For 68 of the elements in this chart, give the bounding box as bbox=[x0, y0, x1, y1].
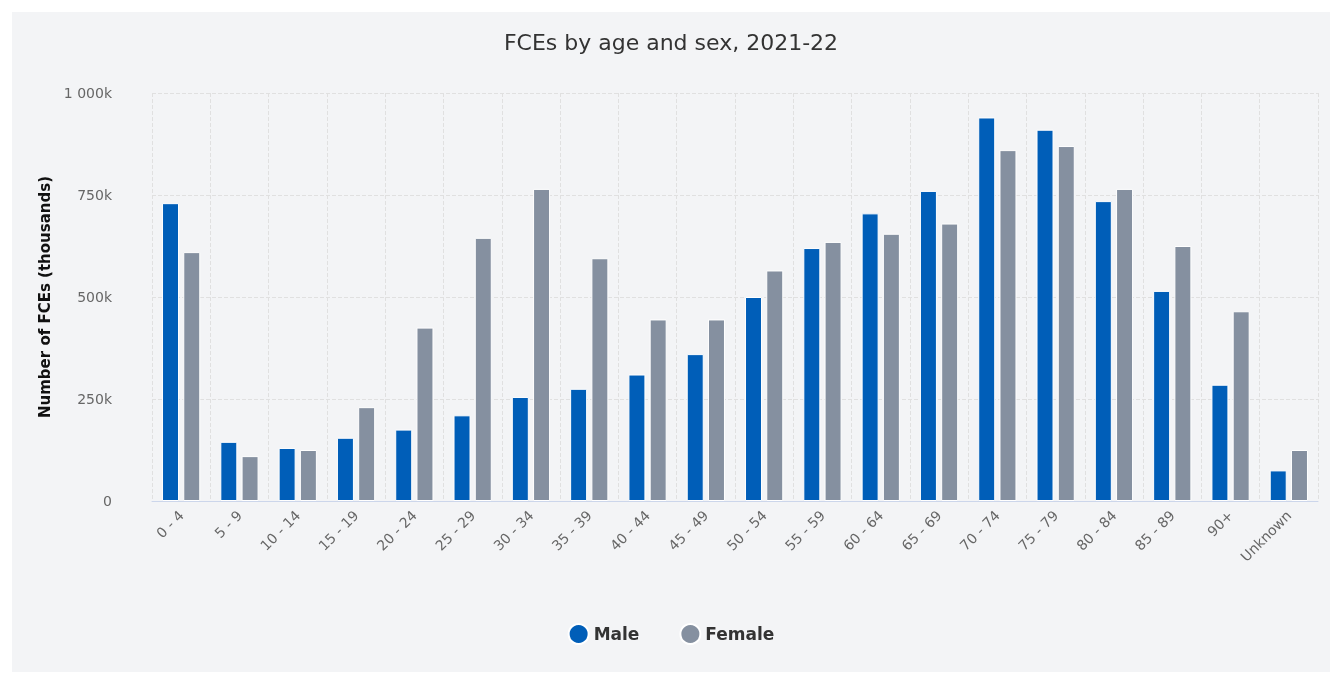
bar bbox=[628, 374, 646, 501]
bar bbox=[1232, 311, 1250, 501]
bar bbox=[1174, 246, 1192, 501]
bar bbox=[299, 450, 317, 501]
legend-label: Male bbox=[593, 624, 640, 644]
chart-title: FCEs by age and sex, 2021-22 bbox=[503, 29, 839, 55]
bar bbox=[416, 327, 434, 501]
bar bbox=[1036, 129, 1054, 501]
y-tick-label: 500k bbox=[77, 289, 113, 305]
y-axis-title: Number of FCEs (thousands) bbox=[36, 175, 55, 419]
bar bbox=[336, 437, 354, 501]
bar bbox=[824, 241, 842, 501]
y-tick-label: 1 000k bbox=[63, 85, 113, 101]
bar bbox=[570, 388, 588, 501]
bar bbox=[511, 396, 529, 501]
x-tick-label: 20 - 24 bbox=[373, 507, 421, 554]
x-tick-label: 45 - 49 bbox=[665, 507, 712, 554]
bar bbox=[474, 237, 492, 501]
bar bbox=[183, 252, 201, 501]
x-tick-label: 0 - 4 bbox=[153, 507, 187, 542]
x-tick-label: 55 - 59 bbox=[781, 507, 829, 554]
bar bbox=[241, 456, 259, 501]
bar bbox=[278, 447, 296, 501]
bar bbox=[1153, 290, 1171, 501]
x-tick-label: 35 - 39 bbox=[548, 507, 595, 554]
x-tick-label: 5 - 9 bbox=[211, 507, 246, 542]
bar bbox=[533, 188, 551, 501]
x-tick-label: 40 - 44 bbox=[606, 507, 654, 554]
x-tick-label: 85 - 89 bbox=[1131, 507, 1178, 554]
bar bbox=[162, 203, 180, 501]
bar bbox=[649, 319, 667, 501]
x-tick-label: 25 - 29 bbox=[431, 507, 479, 554]
x-tick-label: 65 - 69 bbox=[898, 507, 945, 554]
bar bbox=[591, 258, 609, 501]
bar bbox=[882, 233, 900, 501]
y-tick-label: 750k bbox=[77, 187, 113, 203]
bar bbox=[686, 354, 704, 501]
bar bbox=[1116, 188, 1134, 501]
bar bbox=[919, 190, 937, 501]
x-tick-label: 10 - 14 bbox=[257, 507, 304, 554]
y-tick-label: 250k bbox=[77, 391, 113, 407]
bar bbox=[453, 415, 471, 501]
y-tick-label: 0 bbox=[103, 493, 112, 509]
x-tick-label: 15 - 19 bbox=[315, 507, 362, 554]
bar bbox=[1094, 201, 1112, 501]
x-tick-label: 90+ bbox=[1204, 507, 1237, 540]
bar bbox=[766, 270, 784, 501]
bar bbox=[1269, 470, 1287, 501]
bar bbox=[941, 223, 959, 501]
x-tick-label: 80 - 84 bbox=[1073, 507, 1120, 554]
legend-label: Female bbox=[705, 624, 775, 644]
bar bbox=[707, 319, 725, 501]
x-tick-label: 60 - 64 bbox=[840, 507, 887, 554]
bar bbox=[1211, 384, 1229, 501]
bar bbox=[745, 297, 763, 501]
bar bbox=[978, 117, 996, 501]
x-tick-label: 30 - 34 bbox=[490, 507, 537, 554]
bar bbox=[861, 213, 879, 501]
x-tick-label: 70 - 74 bbox=[956, 507, 1004, 554]
bar bbox=[395, 429, 413, 501]
bar bbox=[1057, 146, 1075, 501]
bar bbox=[1290, 450, 1308, 501]
bar bbox=[803, 248, 821, 501]
bar bbox=[358, 407, 376, 501]
x-tick-label: 50 - 54 bbox=[723, 507, 770, 554]
bar bbox=[220, 441, 238, 501]
bar bbox=[999, 150, 1017, 501]
x-tick-label: 75 - 79 bbox=[1014, 507, 1062, 554]
